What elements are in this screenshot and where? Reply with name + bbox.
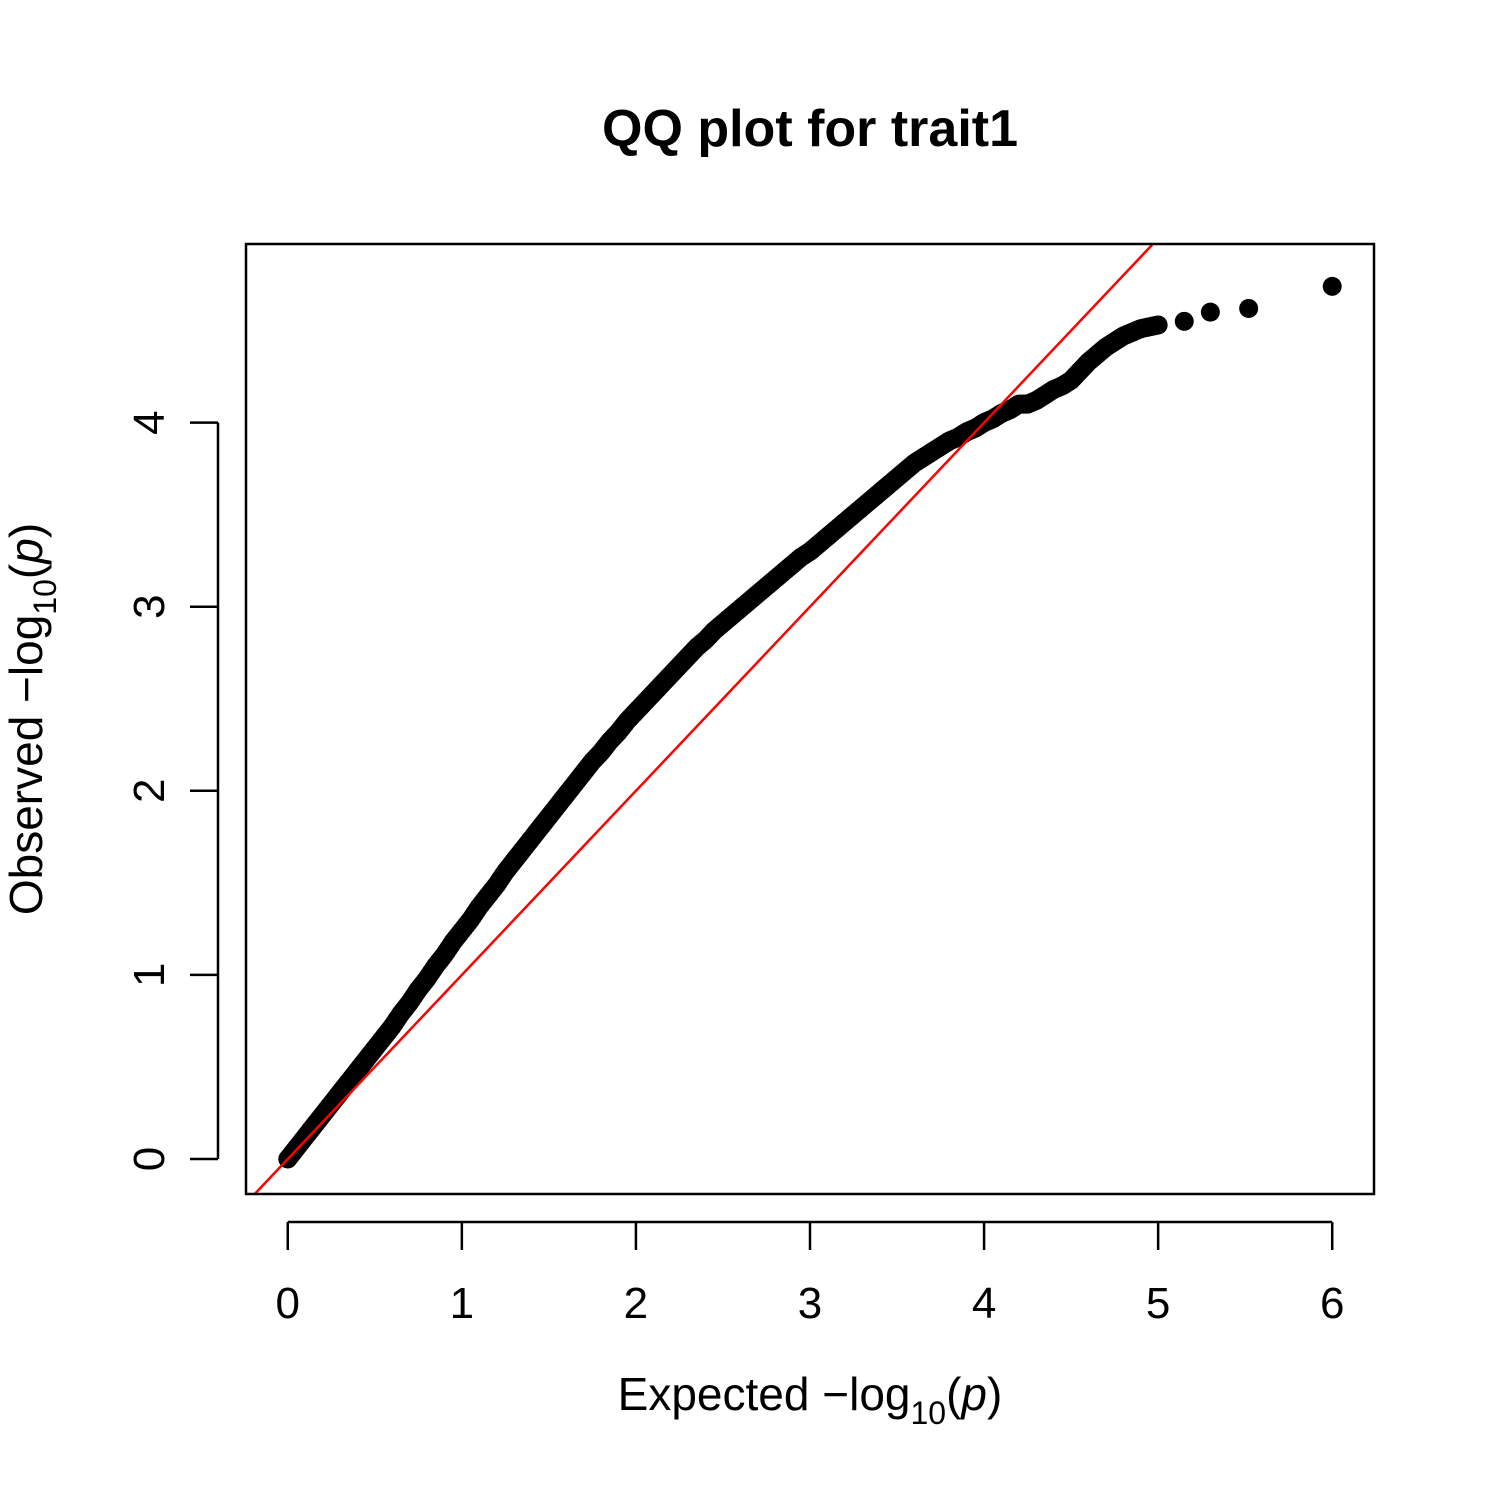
data-point: [1200, 302, 1220, 322]
x-tick-label: 0: [276, 1279, 300, 1328]
x-axis-label: Expected −log10(p): [618, 1368, 1003, 1431]
y-axis: 0 1 2 3 4: [125, 410, 220, 1171]
y-axis-label-close: ): [0, 523, 52, 538]
y-tick-label: 1: [125, 963, 174, 987]
x-tick-label: 6: [1320, 1279, 1344, 1328]
y-axis-label-open: (: [0, 563, 52, 579]
y-tick-label: 0: [125, 1147, 174, 1171]
x-axis-label-close: ): [987, 1368, 1002, 1420]
y-axis-label-subscript: 10: [27, 579, 63, 615]
x-axis-label-prefix: Expected −log: [618, 1368, 911, 1420]
reference-line: [253, 243, 1154, 1195]
chart-title: QQ plot for trait1: [602, 100, 1018, 158]
x-axis: 0 1 2 3 4 5 6: [276, 1220, 1344, 1328]
x-axis-label-variable: p: [959, 1368, 987, 1420]
y-tick-label: 2: [125, 779, 174, 803]
y-axis-label-variable: p: [0, 538, 52, 566]
x-axis-label-subscript: 10: [910, 1395, 946, 1431]
y-axis-label: Observed −log10(p): [0, 523, 63, 915]
x-tick-label: 2: [624, 1279, 648, 1328]
plot-frame: [244, 242, 1376, 1196]
x-tick-label: 5: [1146, 1279, 1170, 1328]
data-point: [1148, 315, 1168, 335]
data-point: [1174, 311, 1194, 331]
points-layer: [278, 276, 1342, 1169]
x-tick-label: 3: [798, 1279, 822, 1328]
data-point: [1322, 276, 1342, 296]
x-tick-label: 1: [450, 1279, 474, 1328]
y-tick-label: 4: [125, 410, 174, 434]
y-tick-label: 3: [125, 594, 174, 618]
y-axis-label-prefix: Observed −log: [0, 615, 52, 915]
x-tick-label: 4: [972, 1279, 996, 1328]
x-axis-label-open: (: [946, 1368, 962, 1420]
data-point: [1239, 298, 1259, 318]
